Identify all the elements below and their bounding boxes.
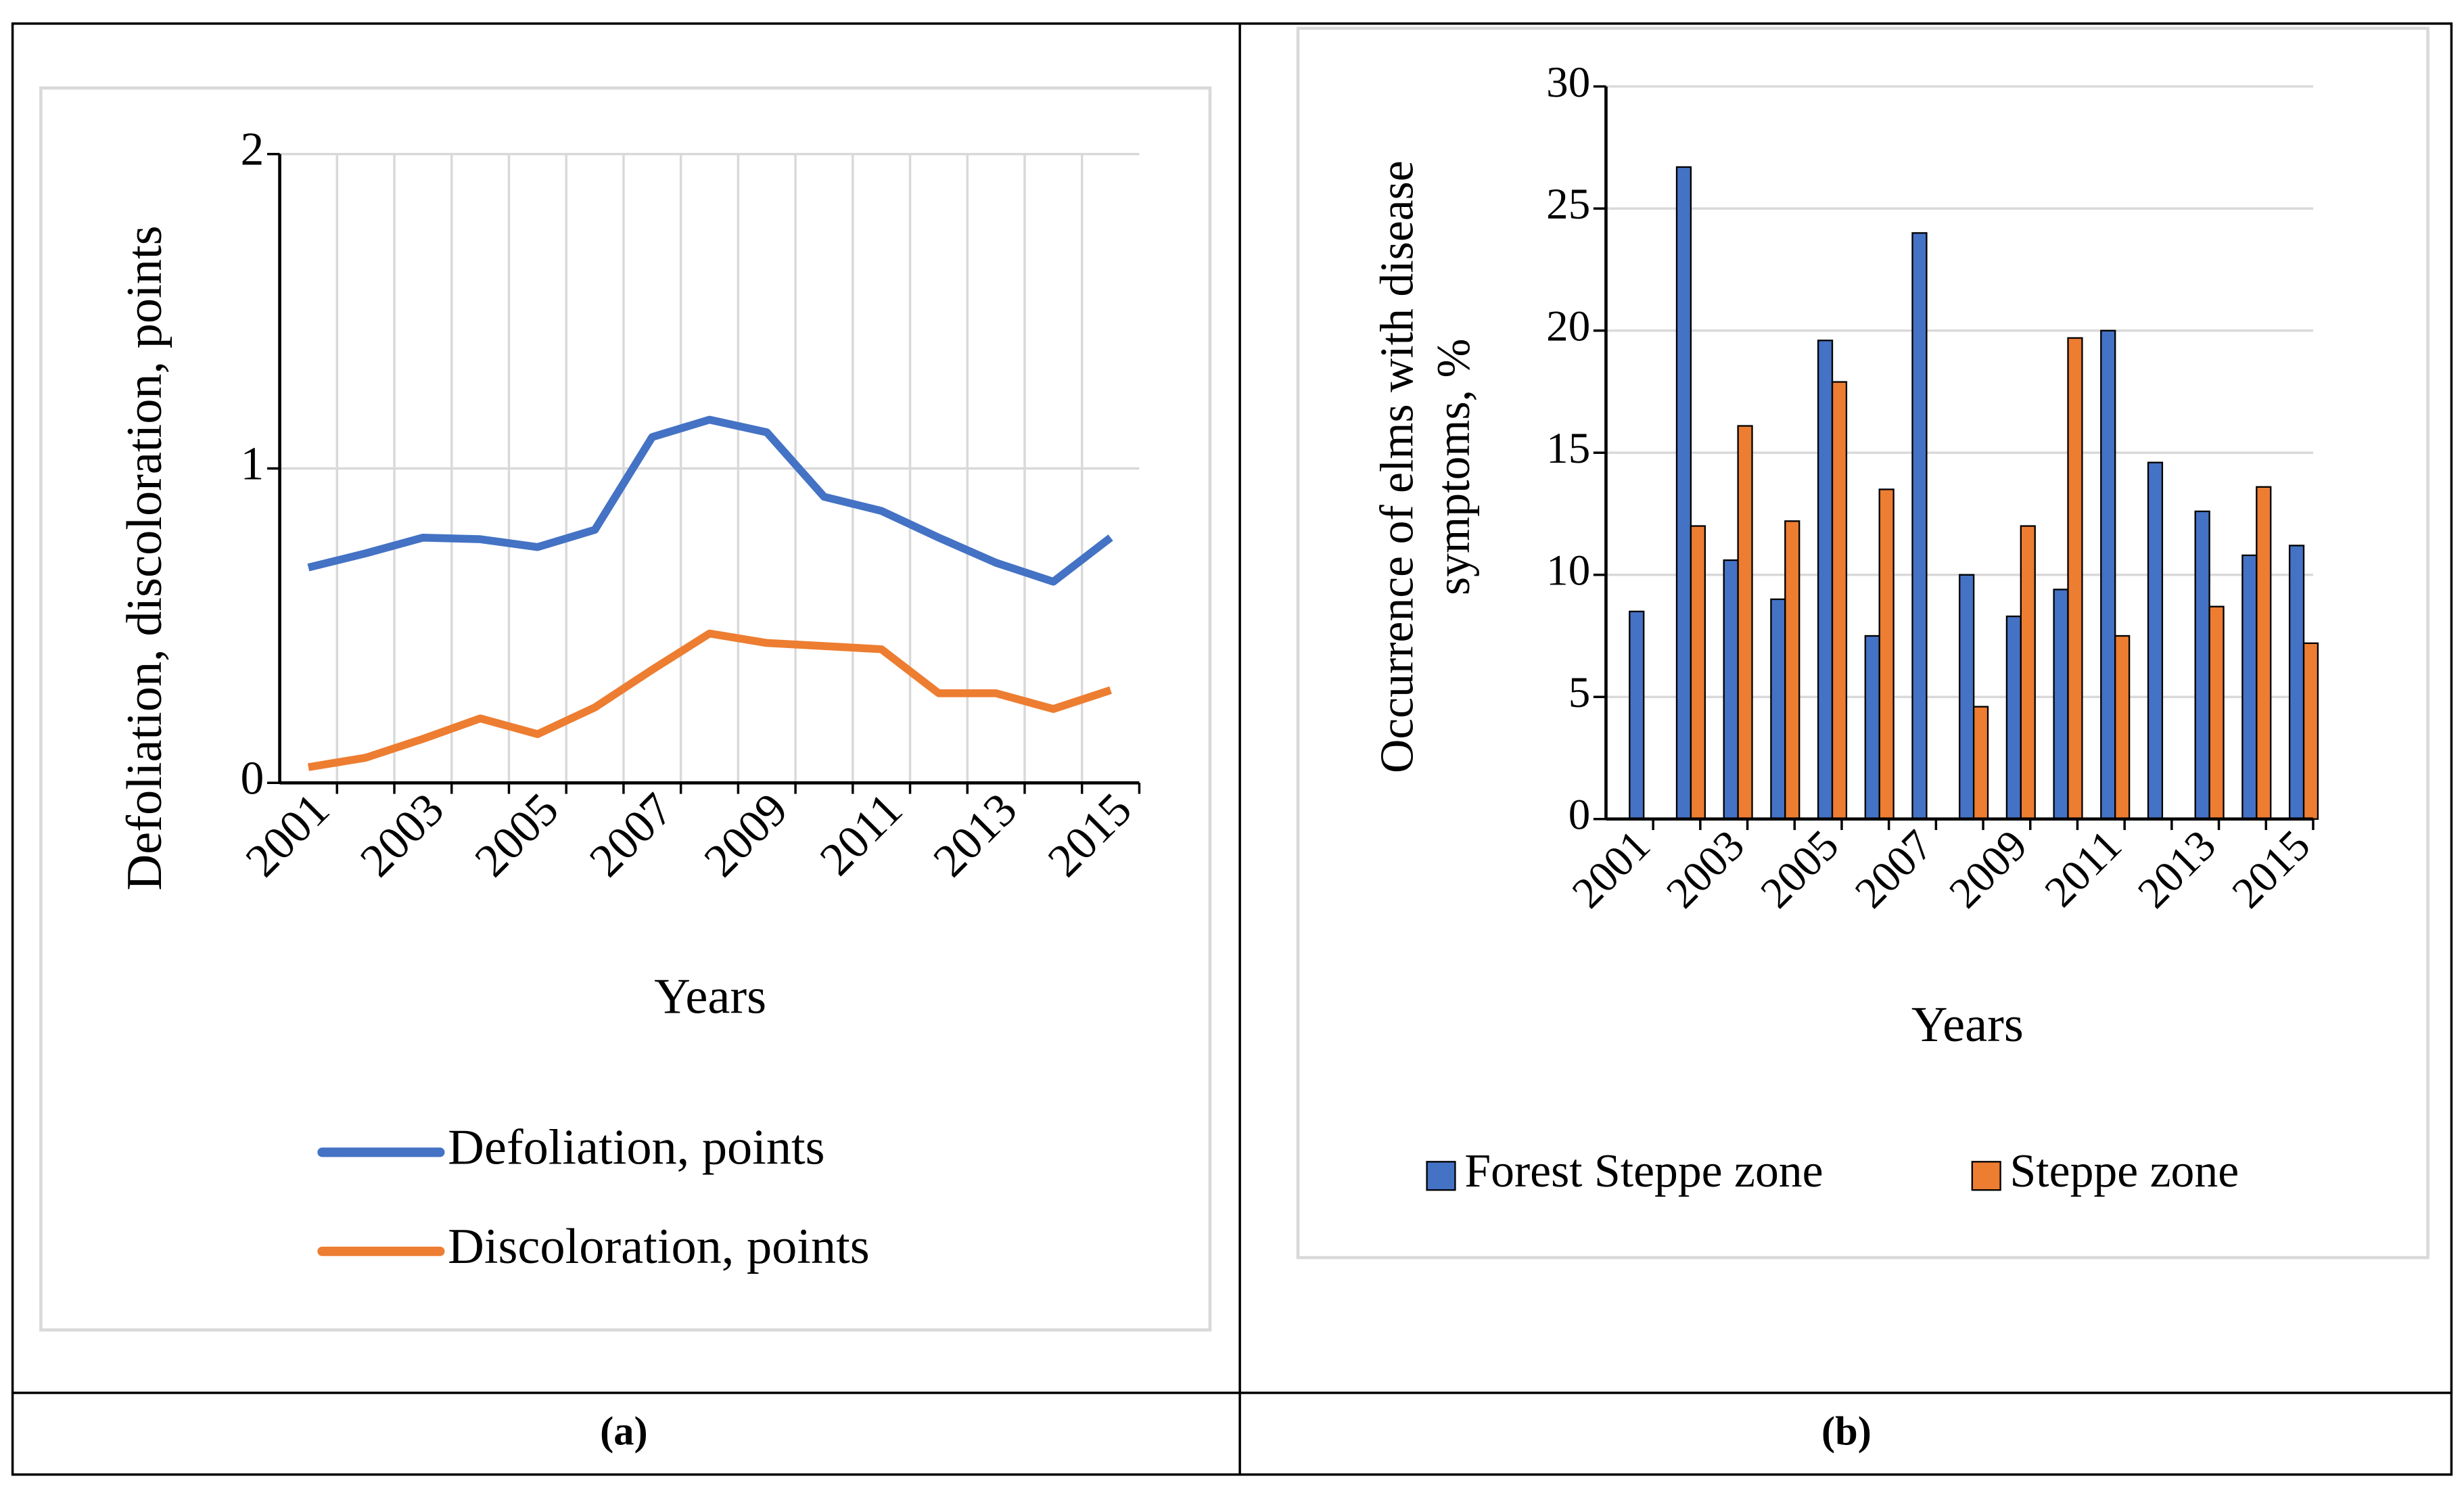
bar <box>1770 598 1786 820</box>
bar <box>1723 559 1739 820</box>
y-tick-label: 10 <box>1546 547 1590 595</box>
chart-frame <box>1296 26 2430 1260</box>
x-tick-label: 2013 <box>2129 821 2225 918</box>
data-line <box>307 629 1112 771</box>
y-tick-label: 0 <box>1568 791 1591 840</box>
bar <box>2194 510 2210 820</box>
data-line <box>307 415 1113 586</box>
bar <box>1831 381 1848 820</box>
x-tick-label: 2005 <box>465 783 569 887</box>
bar <box>1737 425 1753 820</box>
x-tick-label: 2013 <box>923 783 1027 887</box>
y-tick-label: 5 <box>1568 668 1591 717</box>
bar <box>1817 340 1834 820</box>
bar <box>2067 337 2083 820</box>
outer-frame <box>11 22 2453 1476</box>
legend-label: Steppe zone <box>2010 1145 2239 1197</box>
panel-label: (b) <box>1821 1409 1872 1454</box>
x-tick-label: 2003 <box>1657 821 1754 918</box>
bar <box>2147 461 2164 820</box>
bar <box>1864 635 1880 820</box>
bar <box>2208 605 2225 820</box>
bar <box>2241 554 2258 820</box>
chart-frame <box>39 86 1212 1332</box>
bar <box>2053 589 2069 820</box>
y-axis-title: symptoms, % <box>1428 338 1480 595</box>
x-tick-label: 2015 <box>2223 821 2320 918</box>
y-tick-label: 30 <box>1546 58 1590 107</box>
bar <box>1959 574 1975 820</box>
y-tick-label: 0 <box>240 752 264 804</box>
bar <box>1675 166 1692 820</box>
x-tick-label: 2011 <box>810 783 912 886</box>
bar <box>1878 488 1895 820</box>
bar <box>2100 329 2116 820</box>
bar <box>1911 232 1928 820</box>
x-tick-label: 2007 <box>1846 821 1943 918</box>
legend-label: Forest Steppe zone <box>1464 1145 1823 1197</box>
x-axis-title: Years <box>1911 997 2024 1053</box>
x-axis-title: Years <box>654 969 766 1024</box>
y-tick-label: 2 <box>240 124 264 176</box>
bar <box>1690 525 1706 820</box>
x-tick-label: 2009 <box>1940 821 2037 918</box>
bar <box>1629 610 1645 820</box>
x-tick-label: 2007 <box>580 783 683 887</box>
y-tick-label: 1 <box>240 438 264 490</box>
bar <box>1972 706 1989 820</box>
bar <box>2005 615 2022 820</box>
bar <box>2302 642 2319 820</box>
legend-label: Defoliation, points <box>448 1120 824 1175</box>
x-tick-label: 2015 <box>1038 783 1142 887</box>
y-tick-label: 15 <box>1546 424 1590 473</box>
x-tick-label: 2003 <box>350 783 454 887</box>
bar <box>2020 525 2036 820</box>
legend-swatch <box>1426 1161 1456 1191</box>
x-tick-label: 2005 <box>1752 821 1849 918</box>
bar <box>2114 635 2131 820</box>
bar <box>2256 486 2272 820</box>
legend-label: Discoloration, points <box>448 1219 870 1274</box>
y-axis-title: Defoliation, discoloration, points <box>117 225 172 890</box>
y-tick-label: 25 <box>1546 180 1590 229</box>
x-tick-label: 2011 <box>2036 821 2131 917</box>
bar <box>2288 545 2305 820</box>
x-tick-label: 2009 <box>695 783 798 887</box>
bar <box>1784 520 1800 820</box>
y-axis-title: Occurrence of elms with disease <box>1371 160 1423 773</box>
y-tick-label: 20 <box>1546 302 1590 351</box>
panel-label: (a) <box>600 1409 647 1454</box>
legend-swatch <box>1971 1161 2001 1191</box>
